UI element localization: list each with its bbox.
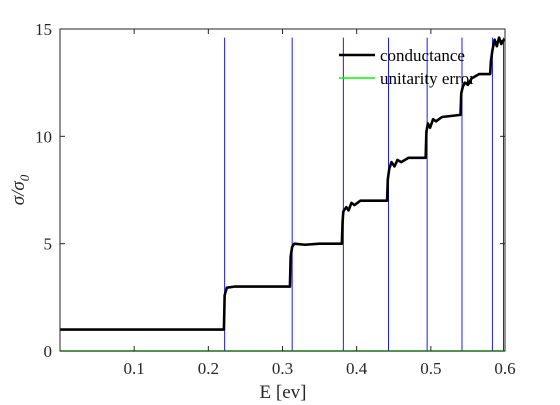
x-tick-label-4: 0.5 (420, 359, 441, 378)
legend-label-conductance: conductance (380, 46, 465, 65)
y-axis-label-group: σ/σ0 (8, 174, 32, 205)
y-axis-label: σ/σ0 (8, 174, 32, 205)
y-tick-label-2: 10 (35, 127, 52, 146)
y-axis-label-main: σ/σ (8, 181, 29, 206)
x-axis-label: E [ev] (260, 382, 307, 403)
plot-area: 0.1 0.2 0.3 0.4 0.5 0.6 0 5 10 15 conductance unita… (35, 20, 516, 378)
x-tick-label-0: 0.1 (124, 359, 145, 378)
x-tick-label-2: 0.3 (272, 359, 293, 378)
legend-label-unitarity-error: unitarity error (380, 69, 475, 88)
x-tick-label-1: 0.2 (198, 359, 219, 378)
x-tick-label-3: 0.4 (346, 359, 368, 378)
series-line-conductance (60, 36, 506, 331)
y-axis-label-sub: 0 (17, 174, 32, 181)
y-tick-label-1: 5 (44, 235, 53, 254)
y-tick-label-0: 0 (44, 342, 53, 361)
y-tick-label-3: 15 (35, 20, 52, 39)
x-tick-label-5: 0.6 (494, 359, 515, 378)
